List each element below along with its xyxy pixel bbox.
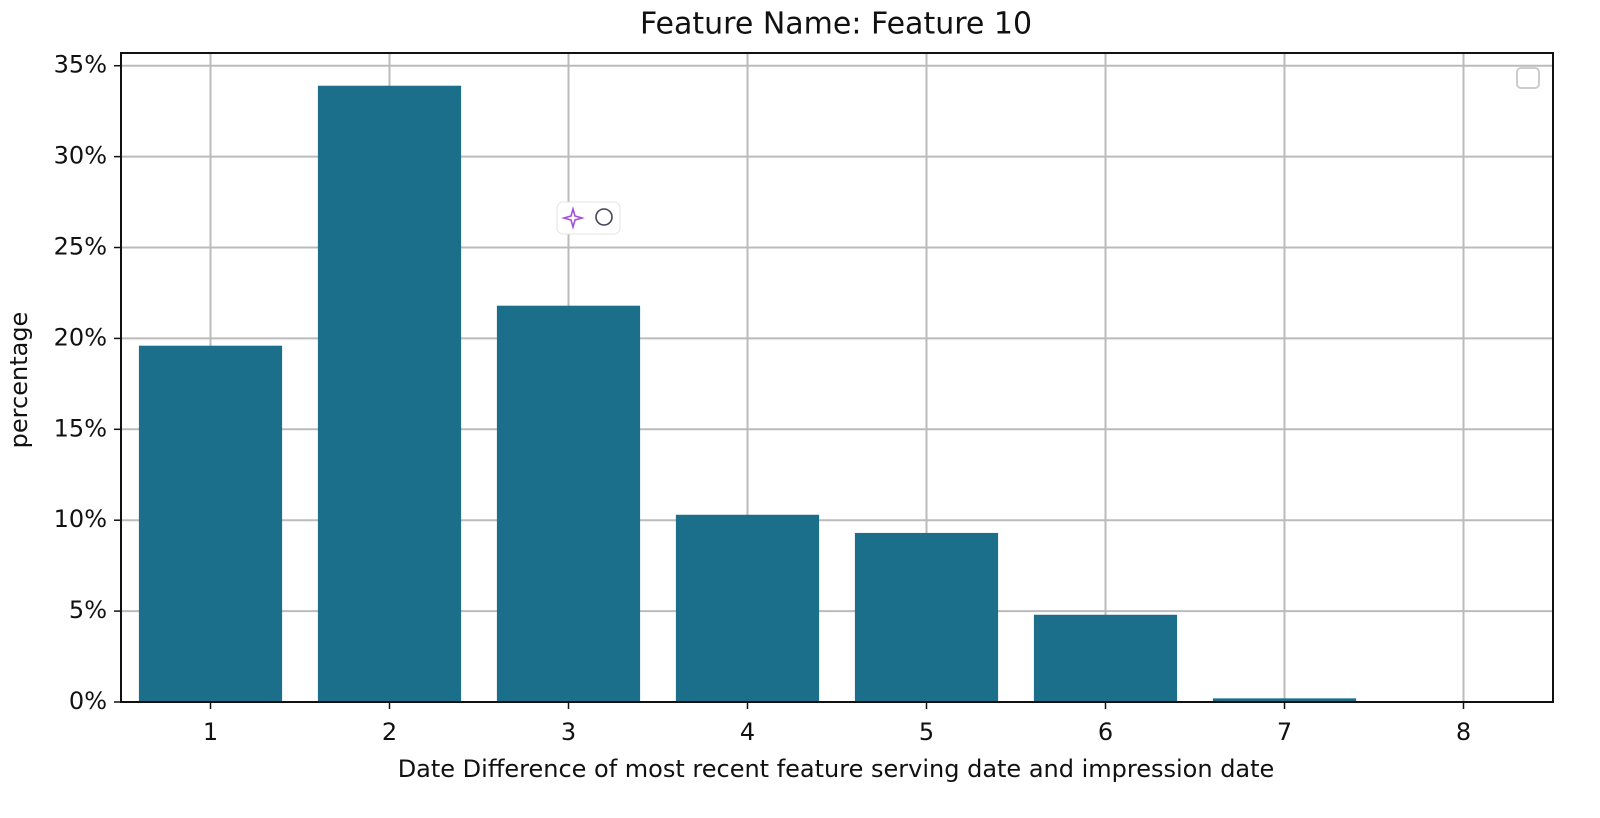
x-tick-label: 5 (919, 718, 934, 746)
x-tick-label: 7 (1277, 718, 1292, 746)
bar (496, 305, 641, 702)
x-tick-label: 6 (1098, 718, 1113, 746)
y-tick-label: 5% (69, 596, 107, 624)
y-tick-label: 20% (54, 323, 107, 351)
y-tick-label: 25% (54, 233, 107, 261)
sparkle-icon (561, 206, 585, 230)
y-tick-label: 0% (69, 687, 107, 715)
bar (138, 345, 283, 702)
x-tick-label: 4 (740, 718, 755, 746)
x-tick-label: 8 (1456, 718, 1471, 746)
chart-title: Feature Name: Feature 10 (640, 7, 1032, 42)
comment-icon (595, 208, 613, 226)
x-tick-label: 1 (203, 718, 218, 746)
y-tick-label: 35% (54, 51, 107, 79)
x-tick-label: 2 (382, 718, 397, 746)
y-tick-label: 30% (54, 142, 107, 170)
bar (317, 85, 462, 703)
plot-frame (120, 52, 1554, 703)
legend-box (1516, 67, 1540, 89)
y-tick-label: 10% (54, 505, 107, 533)
bar (1033, 614, 1178, 702)
bar (675, 514, 820, 702)
y-tick-label: 15% (54, 414, 107, 442)
bars (138, 85, 1357, 703)
bar (1212, 698, 1357, 702)
y-axis-label: percentage (5, 312, 33, 449)
bar (854, 532, 999, 702)
x-tick-label: 3 (561, 718, 576, 746)
x-axis-label: Date Difference of most recent feature s… (398, 755, 1275, 783)
overlay-toolbar (556, 201, 621, 235)
